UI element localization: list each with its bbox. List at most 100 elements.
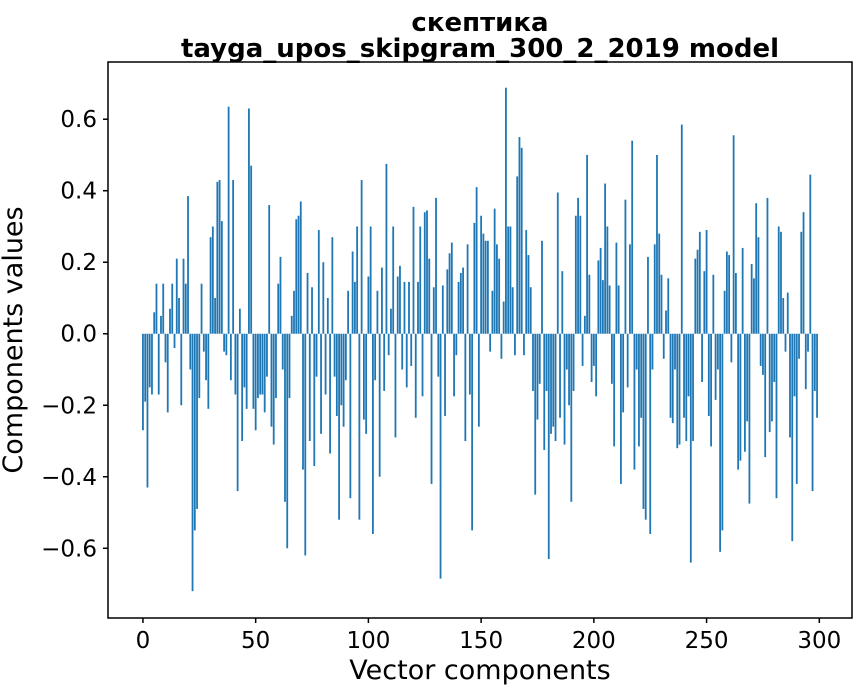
bar — [435, 197, 437, 334]
bar — [493, 208, 496, 334]
bar — [376, 290, 379, 334]
bar — [780, 231, 782, 334]
bar — [444, 333, 446, 416]
bar — [762, 333, 764, 375]
bar — [773, 333, 776, 383]
bar — [689, 333, 692, 563]
bar — [748, 333, 751, 504]
bar — [807, 333, 809, 352]
bar — [385, 163, 388, 334]
bar — [290, 315, 293, 334]
bar — [450, 242, 453, 334]
bar — [144, 333, 147, 402]
bar — [453, 333, 455, 397]
bar — [802, 212, 805, 334]
bar — [795, 333, 798, 484]
bar — [599, 247, 602, 334]
bar — [211, 226, 214, 334]
bar — [615, 242, 618, 334]
bar — [642, 333, 645, 509]
bar — [437, 333, 440, 377]
bar — [322, 262, 325, 334]
y-tick-label: −0.6 — [41, 536, 97, 562]
bar — [266, 333, 268, 377]
bar — [660, 274, 663, 334]
bar — [730, 333, 733, 363]
bar — [160, 315, 162, 334]
bar — [293, 290, 295, 334]
bar — [225, 333, 228, 356]
bar — [164, 333, 167, 363]
bar — [457, 281, 460, 334]
bar — [649, 333, 652, 534]
bar — [297, 215, 300, 334]
tick-label-layer: 0 50 100 150 200 250 300 −0.6 −0.4 −0.2 0.0 0.2 0.4 0… — [41, 107, 841, 654]
bar — [196, 333, 198, 509]
bar — [180, 333, 183, 406]
bar — [716, 333, 719, 370]
bar — [813, 333, 816, 391]
bar — [613, 333, 616, 447]
bar — [216, 181, 219, 334]
bar — [252, 333, 255, 409]
y-tick-label: −0.2 — [41, 393, 97, 419]
bar — [202, 333, 205, 352]
x-tick-label: 0 — [136, 628, 151, 654]
bar — [572, 333, 575, 391]
bar — [259, 333, 262, 395]
bar — [737, 333, 740, 470]
y-tick-label: 0.6 — [60, 107, 97, 133]
bar — [703, 271, 706, 334]
bar — [804, 333, 807, 390]
bar — [545, 333, 548, 391]
bar — [656, 154, 658, 334]
bar — [739, 333, 742, 461]
bar — [315, 333, 318, 377]
bar — [757, 237, 760, 334]
bar — [489, 333, 492, 352]
bar — [342, 333, 345, 427]
bar — [414, 333, 417, 418]
bar — [229, 333, 232, 381]
bar — [732, 135, 735, 334]
bar — [381, 267, 383, 334]
bar — [250, 165, 253, 334]
bar — [509, 226, 512, 334]
bar — [712, 274, 715, 334]
bar — [516, 176, 519, 334]
bar — [482, 233, 485, 334]
bar — [629, 244, 631, 334]
bar — [277, 283, 280, 334]
bar — [448, 253, 451, 334]
bar — [419, 226, 422, 334]
bar — [541, 240, 543, 334]
y-tick-label: 0.2 — [60, 250, 97, 276]
bar — [353, 281, 356, 334]
bar — [193, 333, 196, 531]
bar — [349, 333, 352, 499]
bar — [771, 333, 773, 422]
bar — [286, 333, 289, 549]
bar — [507, 226, 510, 334]
x-axis-label: Vector components — [349, 655, 610, 686]
bar — [559, 333, 561, 418]
bar — [746, 333, 749, 422]
bar — [275, 333, 277, 399]
bar — [484, 240, 487, 334]
bar — [514, 333, 516, 356]
bar — [390, 308, 392, 334]
bar — [556, 192, 559, 334]
bar — [331, 237, 334, 334]
bar — [166, 333, 169, 413]
bar — [505, 87, 507, 334]
bar — [340, 333, 343, 406]
bar — [658, 233, 661, 334]
x-tick-label: 150 — [459, 628, 503, 654]
bar — [798, 333, 800, 359]
bar — [360, 179, 363, 334]
bar — [317, 230, 320, 334]
bar — [399, 265, 401, 334]
bar — [374, 333, 377, 381]
bar — [678, 333, 681, 445]
bar — [759, 333, 762, 366]
